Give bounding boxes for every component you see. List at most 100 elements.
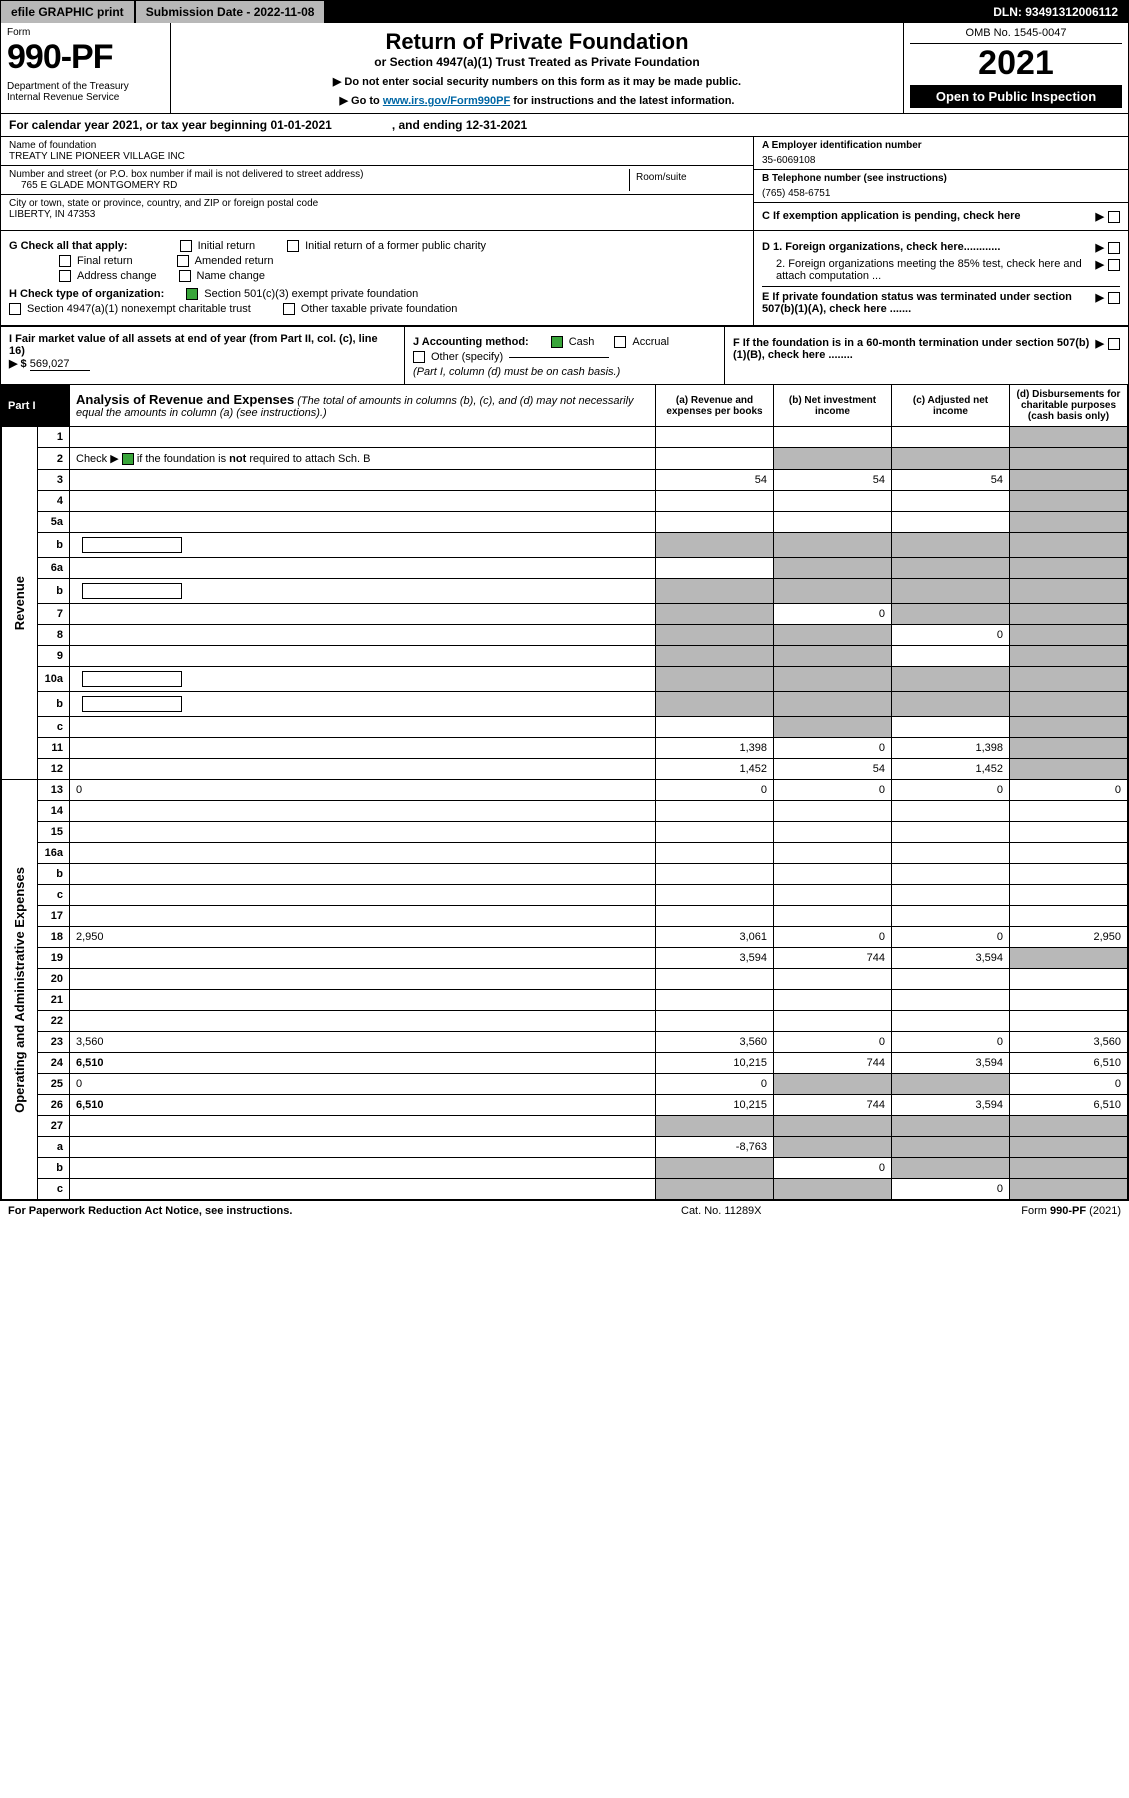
name-label: Name of foundation xyxy=(9,140,745,151)
line-description xyxy=(70,470,656,491)
amended-return-checkbox[interactable] xyxy=(177,255,189,267)
side-label: Revenue xyxy=(2,427,38,780)
line-description: 2,950 xyxy=(70,927,656,948)
accrual-checkbox[interactable] xyxy=(614,336,626,348)
inline-amount-box[interactable] xyxy=(82,583,182,599)
address-change-checkbox[interactable] xyxy=(59,270,71,282)
g-opt-3: Amended return xyxy=(195,255,274,267)
schb-checkbox[interactable] xyxy=(122,453,134,465)
table-row: 80 xyxy=(2,625,1128,646)
table-row: b0 xyxy=(2,1158,1128,1179)
line-description xyxy=(70,667,656,692)
line-description: 6,510 xyxy=(70,1095,656,1116)
table-row: 17 xyxy=(2,906,1128,927)
other-method-checkbox[interactable] xyxy=(413,351,425,363)
dln: DLN: 93491312006112 xyxy=(983,1,1128,23)
line-number: 10a xyxy=(38,667,70,692)
omb-number: OMB No. 1545-0047 xyxy=(910,27,1122,44)
exemption-pending-checkbox[interactable] xyxy=(1108,211,1120,223)
arrow-icon: ▶ $ xyxy=(9,358,27,370)
g-opt-2: Final return xyxy=(77,255,133,267)
line-number: 12 xyxy=(38,759,70,780)
calendar-year-strip: For calendar year 2021, or tax year begi… xyxy=(1,114,1128,137)
table-row: b xyxy=(2,864,1128,885)
entity-info: Name of foundation TREATY LINE PIONEER V… xyxy=(1,137,1128,231)
line-description xyxy=(70,1011,656,1032)
line-number: c xyxy=(38,885,70,906)
terminated-checkbox[interactable] xyxy=(1108,292,1120,304)
exemption-pending-label: C If exemption application is pending, c… xyxy=(762,210,1090,222)
arrow-icon: ▶ xyxy=(1096,337,1104,350)
addr-label: Number and street (or P.O. box number if… xyxy=(9,169,629,180)
line-description xyxy=(70,1137,656,1158)
ein-value: 35-6069108 xyxy=(762,155,1120,166)
table-row: 27 xyxy=(2,1116,1128,1137)
line-number: 17 xyxy=(38,906,70,927)
inline-amount-box[interactable] xyxy=(82,671,182,687)
line-number: 21 xyxy=(38,990,70,1011)
foreign-85pct-checkbox[interactable] xyxy=(1108,259,1120,271)
line-description xyxy=(70,948,656,969)
part1-table: Part I Analysis of Revenue and Expenses … xyxy=(1,384,1128,1200)
line-description xyxy=(70,843,656,864)
col-a-header: (a) Revenue and expenses per books xyxy=(656,385,774,427)
line-number: 7 xyxy=(38,604,70,625)
phone-label: B Telephone number (see instructions) xyxy=(762,173,1120,184)
h-opt-2: Section 4947(a)(1) nonexempt charitable … xyxy=(27,303,251,315)
table-row: 14 xyxy=(2,801,1128,822)
line-description xyxy=(70,427,656,448)
efile-print-button[interactable]: efile GRAPHIC print xyxy=(1,1,136,23)
table-row: 5a xyxy=(2,512,1128,533)
arrow-icon: ▶ xyxy=(1096,291,1104,304)
foreign-org-checkbox[interactable] xyxy=(1108,242,1120,254)
street-address: 765 E GLADE MONTGOMERY RD xyxy=(9,180,629,191)
g-opt-5: Name change xyxy=(197,270,266,282)
h-opt-1: Section 501(c)(3) exempt private foundat… xyxy=(204,288,418,300)
other-taxable-checkbox[interactable] xyxy=(283,303,295,315)
table-row: b xyxy=(2,533,1128,558)
table-row: c xyxy=(2,885,1128,906)
form-footer-id: Form 990-PF (2021) xyxy=(921,1205,1121,1217)
foundation-name: TREATY LINE PIONEER VILLAGE INC xyxy=(9,151,745,162)
501c3-checkbox[interactable] xyxy=(186,288,198,300)
check-all-block: G Check all that apply: Initial return I… xyxy=(1,231,1128,326)
inline-amount-box[interactable] xyxy=(82,696,182,712)
table-row: 111,39801,398 xyxy=(2,738,1128,759)
arrow-icon: ▶ xyxy=(1096,258,1104,271)
city-state-zip: LIBERTY, IN 47353 xyxy=(9,209,745,220)
city-label: City or town, state or province, country… xyxy=(9,198,745,209)
line-number: 14 xyxy=(38,801,70,822)
initial-return-former-checkbox[interactable] xyxy=(287,240,299,252)
line-number: 23 xyxy=(38,1032,70,1053)
4947a1-checkbox[interactable] xyxy=(9,303,21,315)
line-description: 0 xyxy=(70,780,656,801)
form-title: Return of Private Foundation xyxy=(179,29,895,55)
h-opt-3: Other taxable private foundation xyxy=(301,303,458,315)
line-number: 20 xyxy=(38,969,70,990)
name-change-checkbox[interactable] xyxy=(179,270,191,282)
cash-checkbox[interactable] xyxy=(551,336,563,348)
line-number: 24 xyxy=(38,1053,70,1074)
form990pf-link[interactable]: www.irs.gov/Form990PF xyxy=(383,95,510,107)
goto-pre: ▶ Go to xyxy=(340,95,383,107)
line-description xyxy=(70,990,656,1011)
line-number: 18 xyxy=(38,927,70,948)
table-row: 182,9503,061002,950 xyxy=(2,927,1128,948)
inline-amount-box[interactable] xyxy=(82,537,182,553)
line-description xyxy=(70,579,656,604)
j-note: (Part I, column (d) must be on cash basi… xyxy=(413,366,716,378)
line-number: 11 xyxy=(38,738,70,759)
other-specify-field[interactable] xyxy=(509,357,609,358)
topbar: efile GRAPHIC print Submission Date - 20… xyxy=(1,1,1128,23)
line-number: 3 xyxy=(38,470,70,491)
cal-begin: For calendar year 2021, or tax year begi… xyxy=(9,118,332,132)
table-row: 4 xyxy=(2,491,1128,512)
arrow-icon: ▶ xyxy=(1096,241,1104,254)
60month-checkbox[interactable] xyxy=(1108,338,1120,350)
line-description xyxy=(70,885,656,906)
col-d-header: (d) Disbursements for charitable purpose… xyxy=(1010,385,1128,427)
d2-label: 2. Foreign organizations meeting the 85%… xyxy=(762,258,1090,282)
g-opt-4: Address change xyxy=(77,270,157,282)
initial-return-checkbox[interactable] xyxy=(180,240,192,252)
final-return-checkbox[interactable] xyxy=(59,255,71,267)
